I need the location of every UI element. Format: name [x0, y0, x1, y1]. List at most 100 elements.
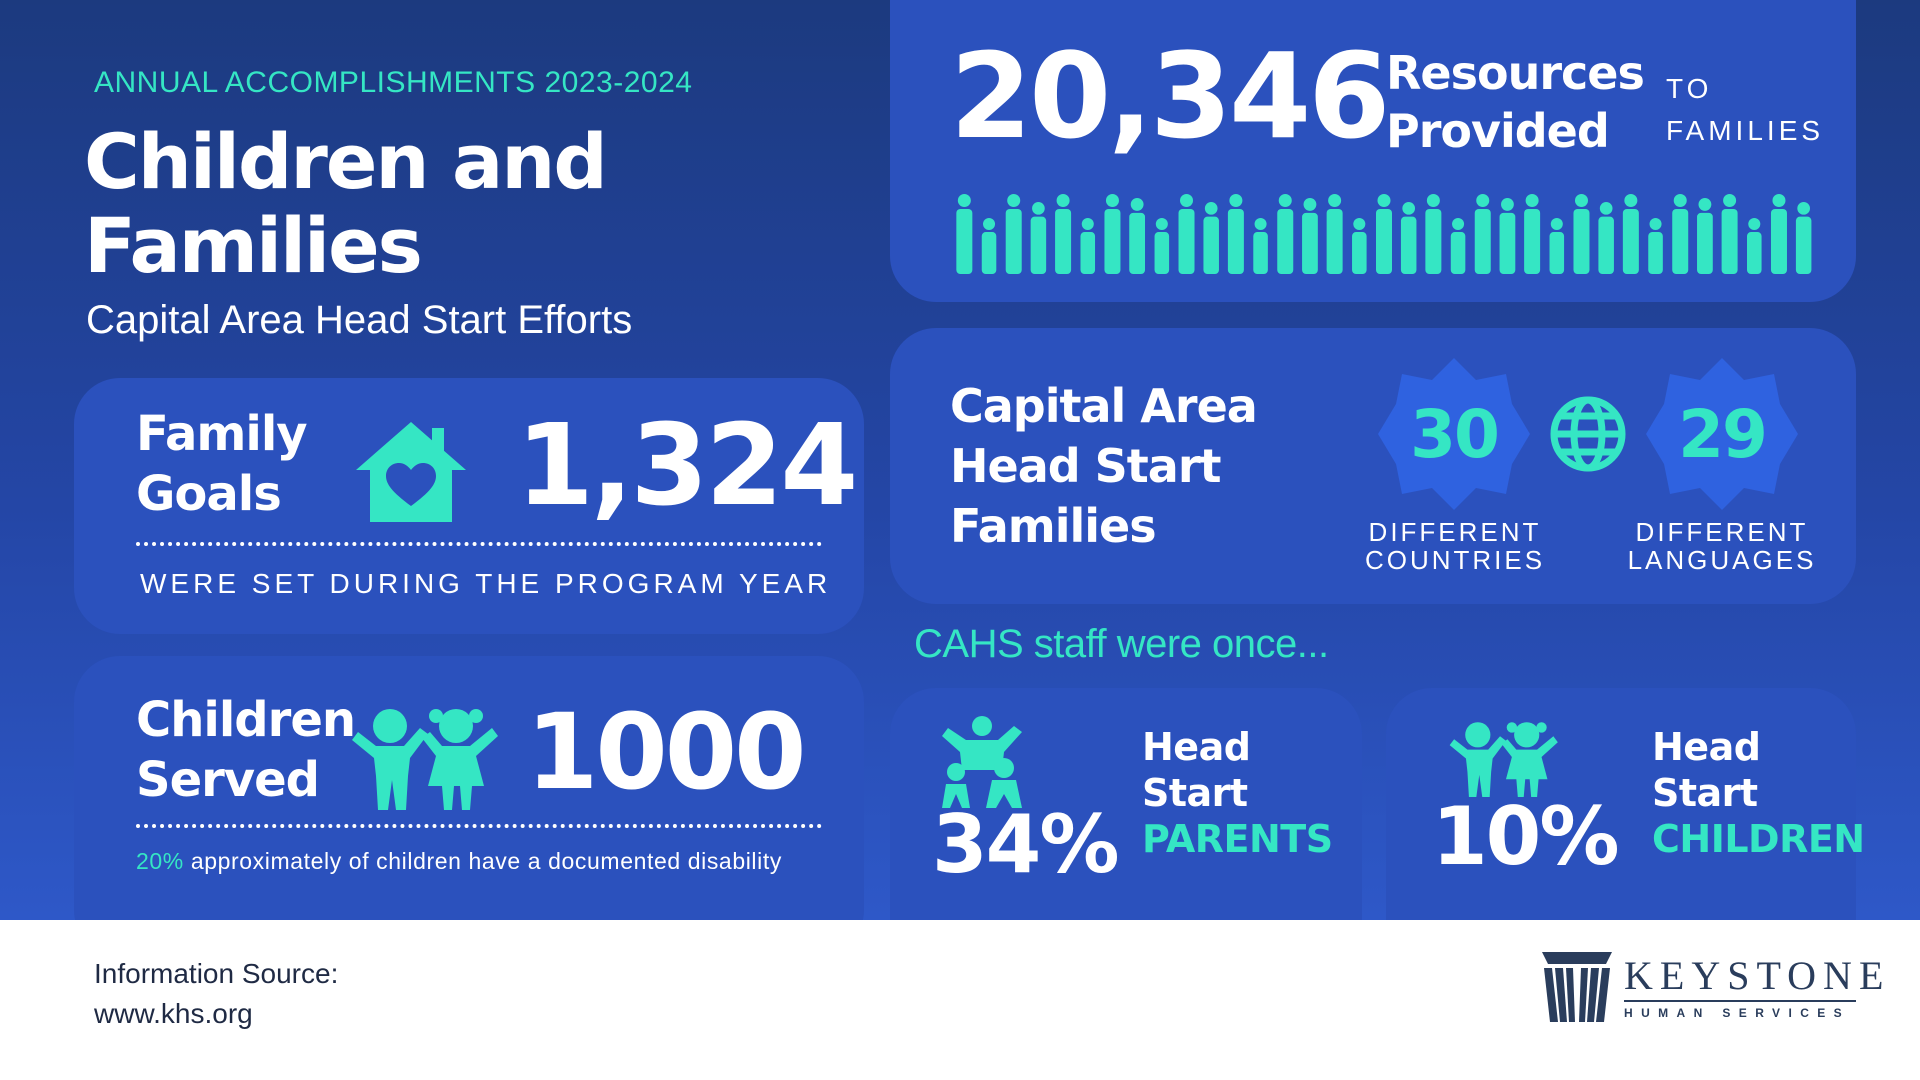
- children-served-label: Children Served: [136, 690, 356, 810]
- logo-divider: [1624, 1000, 1856, 1002]
- person-figure: [1499, 198, 1516, 274]
- divider: [136, 542, 822, 546]
- person-figure: [1129, 198, 1146, 274]
- resources-suffix-line-1: TO: [1666, 73, 1713, 104]
- person-figure: [1376, 194, 1392, 274]
- person-figure: [1573, 194, 1590, 274]
- person-figure: [1672, 194, 1689, 274]
- languages-caption-line-1: DIFFERENT: [1635, 517, 1809, 547]
- family-goals-card: Family Goals 1,324 WERE SET DURING THE P…: [74, 378, 864, 634]
- cahs-families-label-line-2: Head Start: [950, 439, 1222, 493]
- staff-heading: CAHS staff were once...: [914, 622, 1329, 666]
- children-served-label-line-1: Children: [136, 692, 356, 748]
- person-figure: [1352, 218, 1367, 274]
- person-figure: [1721, 194, 1738, 274]
- languages-caption-line-2: LANGUAGES: [1627, 545, 1817, 575]
- house-heart-icon: [356, 422, 466, 522]
- person-figure: [1598, 202, 1614, 274]
- person-figure: [1697, 198, 1713, 274]
- resources-value: 20,346: [950, 27, 1390, 165]
- keystone-logo: KEYSTONE HUMAN SERVICES: [1540, 948, 1883, 1026]
- keystone-mark-icon: [1542, 952, 1612, 1022]
- badge-star-shape: [1646, 358, 1798, 510]
- person-figure: [1277, 194, 1294, 274]
- person-figure: [1747, 218, 1762, 274]
- children-served-label-line-2: Served: [136, 752, 320, 808]
- disability-percent: 20%: [136, 848, 184, 874]
- person-figure: [1524, 194, 1541, 274]
- children-served-value: 1000: [526, 691, 806, 813]
- title-line-2: Families: [84, 201, 423, 290]
- countries-value: 30: [1410, 395, 1500, 473]
- person-figure: [1450, 218, 1466, 274]
- staff-parents-value: 34%: [932, 798, 1119, 891]
- countries-badge: 30: [1376, 356, 1532, 512]
- kicker-text: ANNUAL ACCOMPLISHMENTS 2023-2024: [94, 66, 693, 99]
- person-figure: [1648, 218, 1663, 274]
- person-figure: [1400, 202, 1417, 274]
- person-figure: [1005, 194, 1022, 274]
- title-line-1: Children and: [84, 117, 608, 206]
- globe-icon: [1550, 396, 1626, 472]
- person-figure: [1203, 202, 1219, 274]
- person-figure: [1030, 202, 1047, 274]
- resources-label-line-1: Resources: [1386, 46, 1645, 100]
- person-figure: [1770, 194, 1787, 274]
- person-figure: [1104, 194, 1121, 274]
- staff-children-card: 10% Head Start CHILDREN: [1386, 688, 1865, 920]
- disability-note: 20% approximately of children have a doc…: [136, 848, 782, 875]
- staff-parents-card: 34% Head Start PARENTS: [890, 688, 1362, 920]
- countries-caption: DIFFERENT COUNTRIES: [1360, 518, 1550, 574]
- person-figure: [1795, 202, 1812, 274]
- staff-parents-line-1: Head: [1142, 725, 1251, 769]
- cahs-families-label: Capital Area Head Start Families: [950, 376, 1258, 556]
- person-figure: [1227, 194, 1244, 274]
- logo-subtitle: HUMAN SERVICES: [1624, 1006, 1851, 1020]
- divider: [136, 824, 822, 828]
- family-goals-label: Family Goals: [136, 404, 308, 524]
- person-figure: [1253, 218, 1268, 274]
- family-goals-label-line-1: Family: [136, 406, 308, 462]
- cahs-families-card: Capital Area Head Start Families 30 29: [890, 328, 1856, 604]
- cahs-families-label-line-3: Families: [950, 499, 1157, 553]
- infographic-panel: ANNUAL ACCOMPLISHMENTS 2023-2024 Childre…: [0, 0, 1920, 920]
- children-served-card: Children Served 1000 20% approximately o…: [74, 656, 864, 920]
- crowd-of-people-icon: [956, 194, 1812, 274]
- staff-children-line-2: Start: [1652, 771, 1758, 815]
- cahs-families-label-line-1: Capital Area: [950, 379, 1258, 433]
- person-figure: [1549, 218, 1565, 274]
- languages-caption: DIFFERENT LANGUAGES: [1624, 518, 1820, 574]
- staff-parents-line-2: Start: [1142, 771, 1248, 815]
- staff-parents-line-3: PARENTS: [1142, 817, 1333, 861]
- person-figure: [956, 194, 973, 274]
- person-figure: [1055, 194, 1072, 274]
- two-children-icon: [1449, 722, 1558, 798]
- staff-children-line-1: Head: [1652, 725, 1761, 769]
- person-figure: [1474, 194, 1491, 274]
- person-figure: [1154, 218, 1170, 274]
- family-goals-value: 1,324: [516, 401, 858, 531]
- family-goals-label-line-2: Goals: [136, 466, 282, 522]
- two-children-icon: [352, 709, 498, 810]
- resources-card: 20,346 Resources Provided TO FAMILIES: [890, 0, 1856, 302]
- person-figure: [981, 218, 997, 274]
- information-source: Information Source: www.khs.org: [94, 954, 338, 1034]
- page-subtitle: Capital Area Head Start Efforts: [86, 298, 633, 342]
- page-title: Children and Families: [84, 120, 784, 288]
- source-url[interactable]: www.khs.org: [94, 998, 253, 1029]
- resources-label-line-2: Provided: [1386, 104, 1610, 158]
- staff-children-value: 10%: [1432, 790, 1619, 883]
- parent-child-icon: [942, 716, 1022, 808]
- resources-suffix-line-2: FAMILIES: [1666, 115, 1825, 146]
- languages-badge: 29: [1644, 356, 1800, 512]
- staff-children-line-3: CHILDREN: [1652, 817, 1865, 861]
- resources-label: Resources Provided: [1386, 44, 1645, 160]
- countries-caption-line-2: COUNTRIES: [1364, 545, 1546, 575]
- disability-note-text: approximately of children have a documen…: [183, 848, 782, 874]
- badge-star-shape: [1378, 358, 1530, 510]
- languages-value: 29: [1678, 395, 1768, 473]
- person-figure: [1622, 194, 1639, 274]
- person-figure: [1425, 194, 1442, 274]
- person-figure: [1302, 198, 1318, 274]
- person-figure: [1326, 194, 1343, 274]
